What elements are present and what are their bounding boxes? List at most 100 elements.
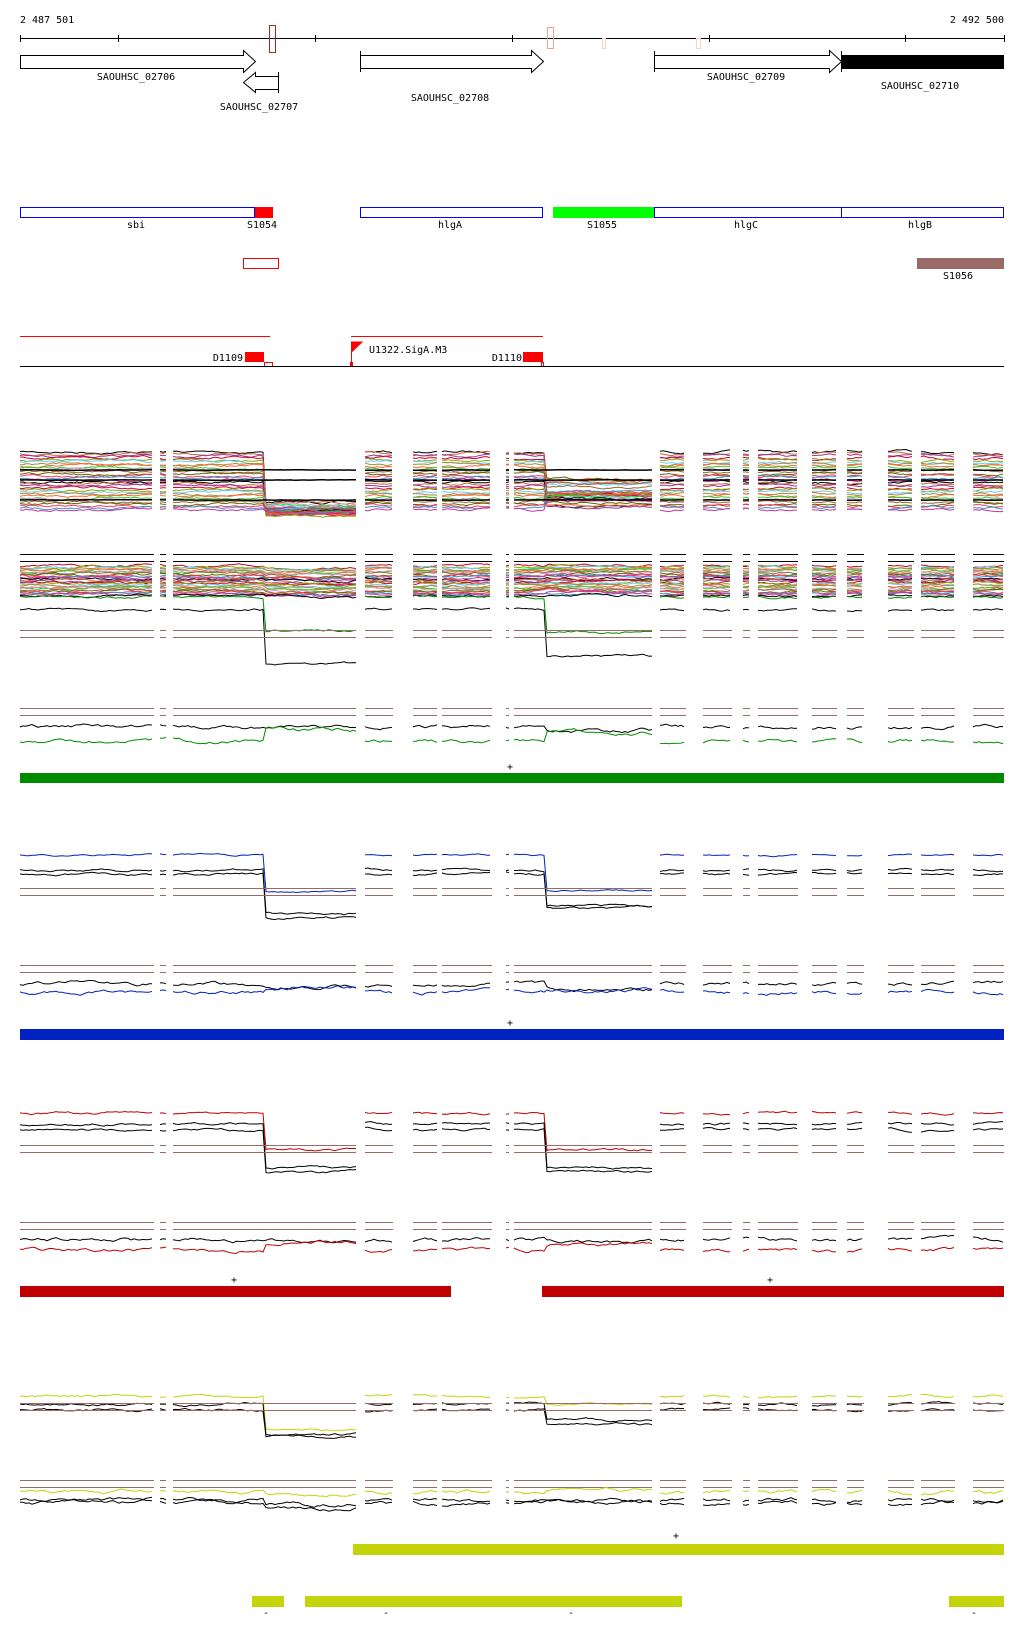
gene-arrow-02708[interactable] <box>360 49 545 74</box>
gene-arrow-02706[interactable] <box>20 49 257 74</box>
track-black-profile-segment <box>742 1403 750 1406</box>
sample-profile-segment <box>159 575 166 577</box>
sample-profile-segment <box>702 583 731 588</box>
track-yellow-profile-segment <box>920 1393 955 1398</box>
sample-profile-segment <box>365 586 393 590</box>
track-black-profile-segment <box>364 873 393 876</box>
feature-S1054[interactable] <box>255 207 273 218</box>
sample-profile-segment <box>364 592 393 594</box>
segment-bar[interactable] <box>542 1286 1004 1297</box>
sample-profile-segment <box>887 488 913 491</box>
sample-profile-segment <box>742 456 749 459</box>
sample-profile-segment <box>920 484 955 488</box>
track-black-profile-segment <box>757 871 798 876</box>
axis-marker[interactable] <box>602 38 606 49</box>
track-black-profile-segment <box>441 1502 491 1507</box>
sample-profile-segment <box>172 566 357 572</box>
sample-profile-segment <box>159 506 167 508</box>
axis-marker[interactable] <box>696 38 701 49</box>
sample-profile-segment <box>811 491 837 495</box>
segment-bar[interactable] <box>20 1029 1004 1040</box>
feature-S1056[interactable] <box>917 258 1004 269</box>
D1110-box[interactable] <box>523 352 543 362</box>
feature-hlgA[interactable] <box>360 207 543 218</box>
strand-label: + <box>507 762 513 773</box>
sample-profile-segment <box>159 563 167 567</box>
feature-hlgB[interactable] <box>841 207 1004 218</box>
feature-hlgC[interactable] <box>654 207 842 218</box>
track-green-profile-segment <box>846 596 862 599</box>
sample-profile-segment <box>173 593 357 599</box>
sample-profile-segment <box>505 451 510 454</box>
track-black-profile-segment <box>920 872 955 876</box>
track-green-profile-segment <box>742 596 750 599</box>
track-black-profile-segment <box>513 1498 653 1505</box>
gene-arrow-02707[interactable] <box>242 71 279 94</box>
sample-profile-segment <box>172 496 357 508</box>
track-red-profile <box>19 1240 1004 1255</box>
sample-profile-segment <box>811 471 837 474</box>
track-black-profile-segment <box>364 607 393 611</box>
sample-profile-segment <box>811 590 837 593</box>
sample-profile-segment <box>172 566 357 573</box>
sample-profile-segment <box>742 507 750 510</box>
sample-profile-segment <box>513 478 653 482</box>
axis-marker[interactable] <box>269 25 276 53</box>
track-green-profile-segment <box>702 595 731 599</box>
track-green-profile-segment <box>757 595 798 600</box>
sample-profile-segment <box>757 571 798 575</box>
track-green-profile <box>19 594 1004 635</box>
sample-profile-segment <box>846 472 863 475</box>
track-black-profile-segment <box>172 1127 357 1174</box>
sample-profile-segment <box>441 504 491 509</box>
sample-profile-segment <box>364 489 393 493</box>
sample-profile-segment <box>702 579 731 582</box>
sample-profile-segment <box>846 576 863 579</box>
sample-profile-segment <box>702 498 731 504</box>
sample-profile-segment <box>887 591 913 595</box>
feature-sbi[interactable] <box>20 207 255 218</box>
segment-bar[interactable] <box>353 1544 1004 1555</box>
sample-profile-segment <box>412 491 438 495</box>
sample-profile-segment <box>811 464 837 468</box>
track-black-profile-segment <box>920 608 955 612</box>
sample-profile-segment <box>742 585 750 588</box>
sample-profile-segment <box>972 503 1004 508</box>
axis-marker[interactable] <box>547 27 554 49</box>
feature-open-red-box[interactable] <box>243 258 279 269</box>
sample-profile-segment <box>159 476 167 479</box>
track-red-profile-segment <box>757 1247 798 1251</box>
segment-bar[interactable] <box>20 1286 451 1297</box>
feature-S1055[interactable] <box>553 207 654 218</box>
track-black-profile-segment <box>659 1238 685 1242</box>
track-red-profile-segment <box>172 1240 357 1255</box>
gene-arrow-02709[interactable] <box>654 49 843 74</box>
track-black-profile-segment <box>846 1410 863 1413</box>
sample-profile-segment <box>659 490 685 494</box>
track-red-profile-segment <box>505 1113 510 1115</box>
sample-profile-segment <box>412 472 438 475</box>
sample-profile-segment <box>847 592 863 595</box>
track-black-profile-segment <box>441 982 490 988</box>
track-black-profile-segment <box>412 1237 438 1242</box>
track-black-profile-segment <box>160 982 167 985</box>
segment-bar[interactable] <box>252 1596 284 1607</box>
sample-profile-segment <box>19 458 152 462</box>
promoter-flag-icon[interactable] <box>351 341 364 366</box>
sample-profile-segment <box>972 566 1004 570</box>
track-black-profile-segment <box>920 1122 955 1126</box>
segment-bar[interactable] <box>949 1596 1004 1607</box>
sample-profile-segment <box>513 489 653 510</box>
segment-bar[interactable] <box>305 1596 682 1607</box>
gene-box-02710[interactable] <box>841 55 1004 69</box>
track-black-profile-segment <box>513 1122 653 1170</box>
sample-profile-segment <box>413 496 438 499</box>
track-green-profile-segment <box>972 741 1004 745</box>
sample-profile-segment <box>972 476 1004 480</box>
track-black-profile-segment <box>702 608 731 612</box>
D1109-box[interactable] <box>245 352 264 362</box>
segment-bar[interactable] <box>20 773 1004 783</box>
sample-profile-segment <box>742 500 750 503</box>
track-black-profile-segment <box>846 872 863 875</box>
track-black-profile-segment <box>920 725 955 731</box>
